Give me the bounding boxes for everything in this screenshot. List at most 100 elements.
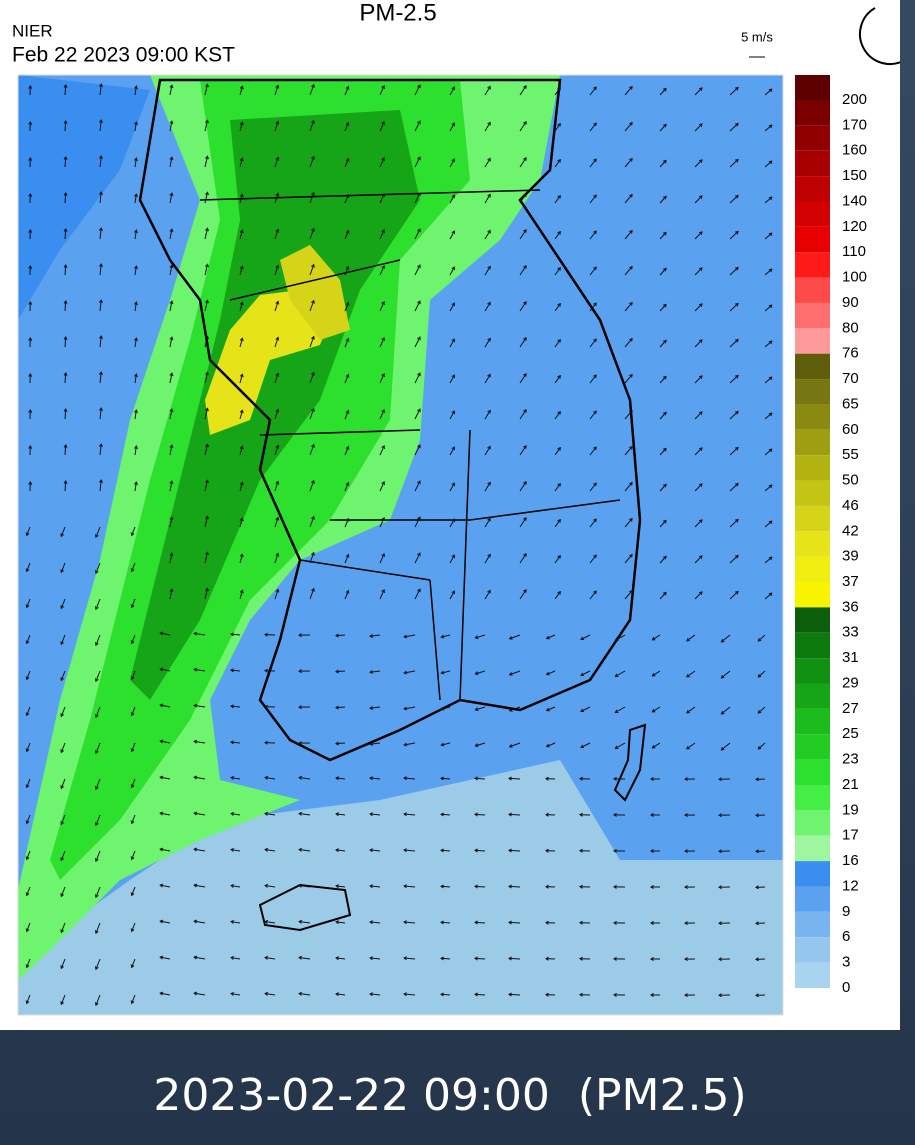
wind-arrow-head — [557, 266, 561, 271]
tsushima — [613, 723, 647, 802]
wind-arrow-head — [94, 894, 99, 899]
wind-arrow — [99, 336, 102, 348]
wind-arrow-head — [580, 672, 585, 677]
wind-arrow-head — [230, 740, 234, 745]
wind-arrow-head — [755, 777, 759, 782]
wind-arrow-head — [629, 373, 633, 378]
wind-arrow-head — [130, 748, 135, 753]
wind-arrow-head — [25, 856, 30, 861]
wind-arrow — [131, 958, 136, 968]
colorbar-band — [795, 353, 830, 380]
wind-arrow-head — [169, 444, 174, 449]
wind-arrow-head — [629, 481, 633, 486]
wind-arrow — [99, 300, 102, 312]
wind-arrow-head — [593, 122, 597, 127]
wind-arrow — [764, 340, 773, 348]
wind-arrow — [99, 84, 102, 96]
wind-arrow — [729, 519, 739, 528]
wind-arrow — [694, 375, 703, 384]
wind-arrow-head — [735, 266, 739, 271]
wind-arrow-head — [523, 265, 527, 269]
wind-arrow-head — [557, 194, 561, 199]
wind-arrow-head — [523, 157, 527, 161]
wind-arrow-head — [523, 121, 527, 125]
wind-arrow — [686, 634, 696, 642]
wind-arrow — [519, 589, 527, 600]
wind-arrow-head — [735, 86, 739, 91]
wind-arrow — [484, 374, 491, 384]
wind-arrow-head — [264, 811, 269, 816]
colorbar-band — [795, 810, 830, 836]
wind-arrow-head — [629, 301, 633, 306]
wind-arrow — [204, 408, 209, 420]
wind-arrow-head — [275, 480, 280, 485]
colorbar-label: 31 — [842, 649, 859, 666]
wind-arrow — [169, 481, 173, 492]
wind-arrow-head — [613, 992, 617, 997]
wind-arrow-head — [25, 532, 30, 537]
wind-arrow-head — [593, 518, 597, 523]
wind-arrow — [764, 160, 773, 168]
wind-arrow-head — [130, 640, 135, 645]
wind-arrow-head — [275, 588, 280, 593]
wind-arrow-head — [381, 193, 385, 197]
wind-arrow — [721, 742, 731, 751]
wind-arrow — [764, 124, 773, 132]
wind-arrow — [239, 518, 243, 528]
wind-arrow-head — [487, 157, 491, 162]
wind-arrow — [414, 84, 421, 96]
map-frame — [17, 74, 784, 1016]
wind-arrow-head — [345, 445, 350, 450]
wind-arrow — [519, 157, 527, 168]
wind-arrow — [554, 483, 561, 492]
wind-arrow-head — [474, 956, 478, 961]
wind-arrow-head — [63, 156, 68, 160]
wind-arrow — [474, 993, 486, 996]
wind-arrow — [204, 516, 209, 528]
wind-arrow — [404, 885, 416, 888]
wind-arrow-head — [474, 776, 478, 781]
wind-arrow — [309, 552, 315, 564]
wind-arrow-head — [440, 742, 445, 747]
wind-arrow — [309, 336, 315, 348]
wind-arrow — [370, 957, 381, 960]
wind-arrow-head — [403, 706, 408, 711]
wind-arrow — [449, 194, 455, 204]
wind-arrow-head — [718, 885, 722, 890]
wind-arrow-head — [275, 192, 280, 197]
wind-arrow-head — [205, 119, 209, 124]
wind-arrow — [449, 554, 455, 564]
wind-arrow — [299, 885, 311, 888]
wind-arrow — [26, 814, 31, 824]
colorbar-label: 19 — [842, 801, 859, 818]
wind-arrow-head — [699, 267, 703, 271]
wind-arrow — [344, 374, 349, 384]
map-area — [18, 75, 783, 1015]
wind-arrow-head — [298, 919, 303, 924]
wind-arrow-head — [663, 87, 667, 92]
wind-arrow-head — [230, 668, 234, 673]
wind-arrow — [475, 670, 486, 675]
wind-arrow — [624, 374, 633, 384]
colorbar-band — [795, 429, 830, 456]
wind-arrow — [519, 301, 527, 312]
wind-arrow — [509, 670, 521, 676]
wind-arrow — [484, 518, 491, 528]
wind-arrow — [169, 121, 173, 132]
colorbar-label: 16 — [842, 852, 859, 869]
wind-arrow — [554, 159, 561, 168]
wind-arrow-head — [94, 750, 99, 755]
wind-arrow — [484, 158, 491, 168]
wind-arrow-head — [369, 956, 373, 961]
wind-arrow — [239, 122, 243, 132]
wind-arrow — [694, 555, 703, 564]
wind-arrow — [554, 339, 561, 348]
wind-arrow-head — [613, 812, 617, 817]
colorbar-band — [795, 75, 830, 100]
wind-arrow — [414, 444, 421, 456]
wind-arrow-head — [381, 553, 385, 557]
wind-arrow — [554, 303, 561, 312]
wind-arrow — [64, 228, 67, 240]
wind-arrow — [231, 777, 241, 780]
wind-arrow — [694, 267, 703, 276]
